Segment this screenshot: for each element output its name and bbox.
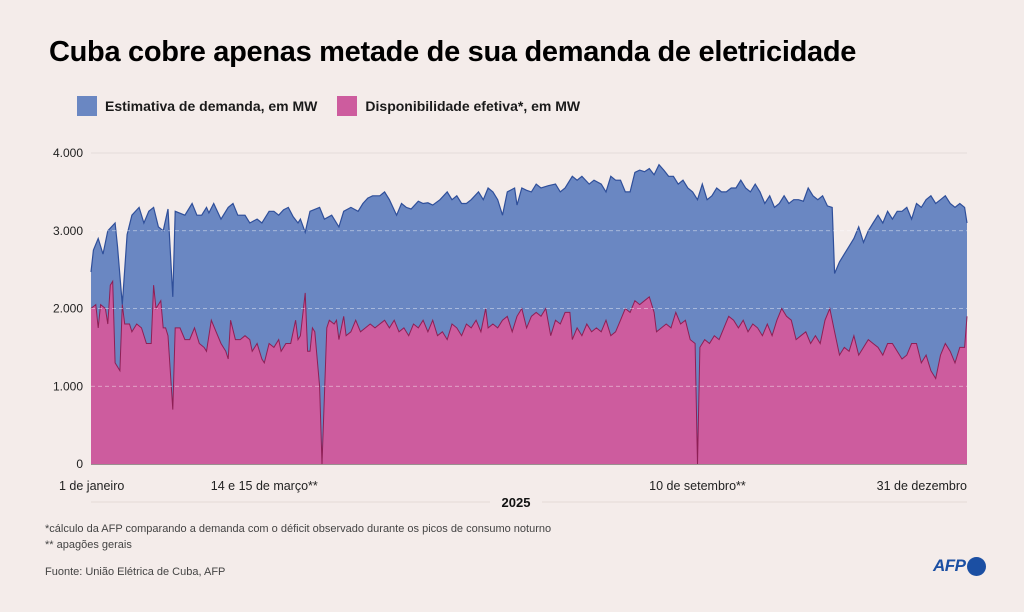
supply-area (91, 281, 967, 464)
chart-title: Cuba cobre apenas metade de sua demanda … (49, 36, 857, 68)
supply-line (90, 279, 968, 465)
y-tick-label: 0 (76, 457, 83, 471)
legend-item-supply: Disponibilidade efetiva*, em MW (337, 96, 580, 116)
afp-logo-dot-icon (966, 556, 986, 576)
x-annotation-label: 1 de janeiro (59, 479, 124, 493)
legend-swatch-supply (337, 96, 358, 116)
footnote-blackouts: ** apagões gerais (45, 539, 132, 551)
legend-label-demand: Estimativa de demanda, em MW (105, 98, 318, 114)
y-tick-label: 3.000 (53, 224, 83, 238)
year-label: 2025 (502, 495, 531, 510)
x-annotation-label: 31 de dezembro (877, 479, 967, 493)
y-tick-label: 2.000 (53, 302, 83, 316)
legend-swatch-demand (77, 96, 97, 116)
y-tick-label: 4.000 (53, 146, 83, 160)
afp-logo: AFP (933, 556, 986, 576)
legend-item-demand: Estimativa de demanda, em MW (77, 96, 317, 116)
y-tick-label: 1.000 (53, 379, 83, 393)
demand-line (90, 163, 968, 305)
source-note: Fuonte: União Elétrica de Cuba, AFP (45, 566, 226, 578)
legend: Estimativa de demanda, em MW Disponibili… (77, 96, 600, 116)
afp-logo-text: AFP (933, 556, 966, 575)
x-annotation-label: 14 e 15 de março** (211, 479, 318, 493)
footnote-calculation: *cálculo da AFP comparando a demanda com… (45, 523, 552, 535)
legend-label-supply: Disponibilidade efetiva*, em MW (365, 98, 581, 114)
x-annotation-label: 10 de setembro** (649, 479, 746, 493)
